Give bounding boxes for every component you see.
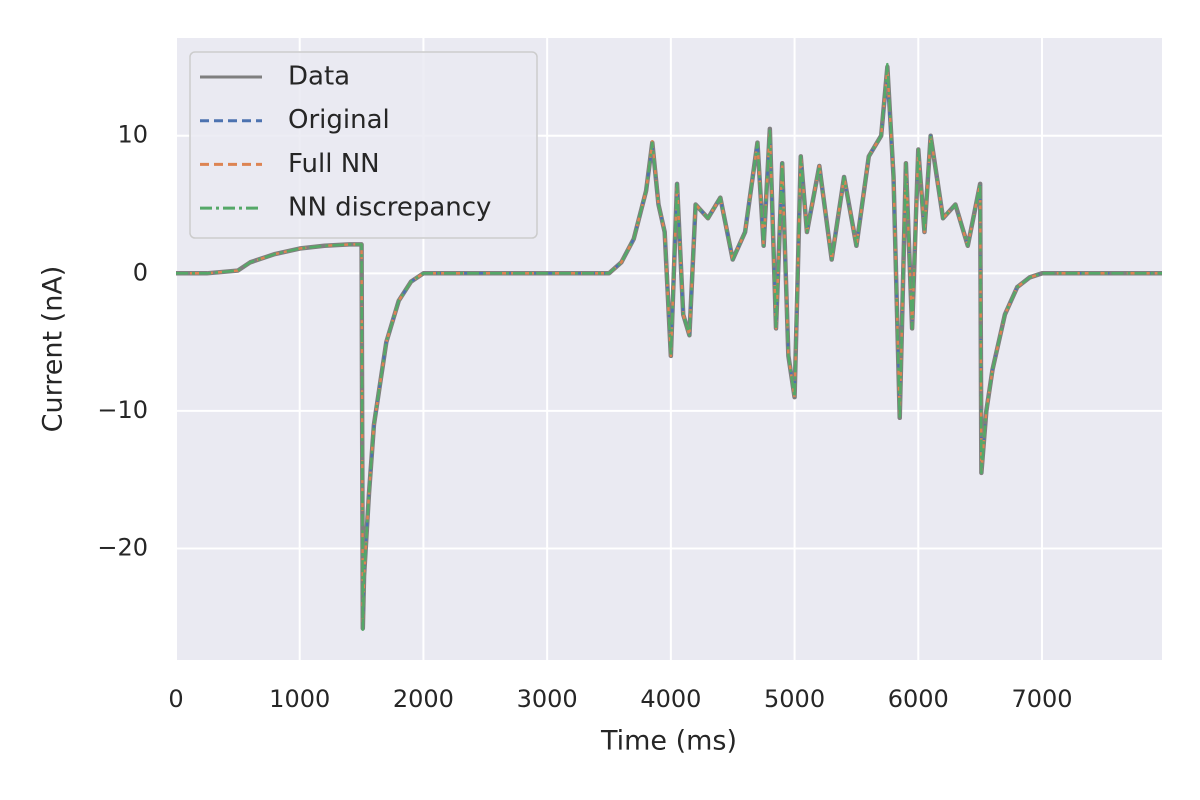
x-tick-label: 3000 [517,685,578,713]
y-tick-label: −20 [97,534,148,562]
legend-label: NN discrepancy [288,193,491,223]
legend-box [189,51,538,239]
x-tick-label: 2000 [393,685,454,713]
legend-label: Original [288,105,390,135]
x-tick-label: 1000 [269,685,330,713]
x-tick-label: 5000 [764,685,825,713]
data-line [176,62,1162,631]
x-tick-label: 7000 [1011,685,1072,713]
x-tick-label: 4000 [640,685,701,713]
y-axis-label: Current (nA) [38,266,69,433]
y-tick-label: 0 [133,258,148,286]
x-tick-label: 0 [168,685,183,713]
y-tick-label: 10 [117,121,148,149]
x-tick-label: 6000 [888,685,949,713]
y-tick-label: −10 [97,396,148,424]
x-axis-label: Time (ms) [600,726,737,757]
legend-label: Data [288,62,350,92]
legend-label: Full NN [288,149,380,179]
